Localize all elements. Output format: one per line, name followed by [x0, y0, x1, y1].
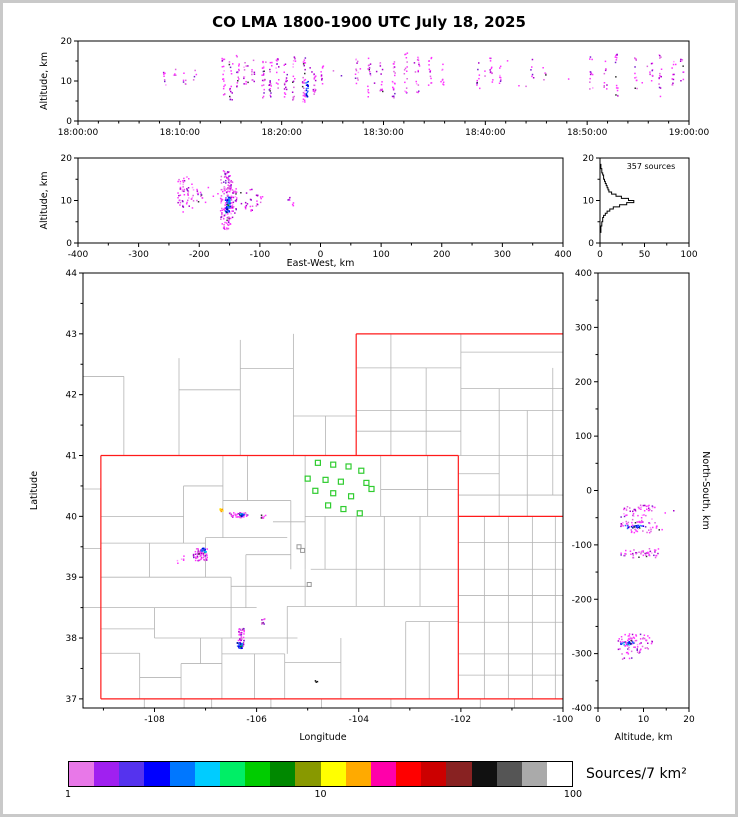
- colorbar-segment: [320, 762, 346, 786]
- colorbar-segment: [169, 762, 195, 786]
- svg-text:-400: -400: [572, 704, 593, 714]
- svg-text:18:30:00: 18:30:00: [363, 128, 404, 138]
- colorbar-segment: [546, 762, 573, 786]
- svg-text:400: 400: [554, 250, 571, 260]
- y-axis-label-map: Latitude: [29, 470, 40, 511]
- svg-text:20: 20: [61, 37, 73, 47]
- colorbar-segment: [396, 762, 422, 786]
- svg-text:100: 100: [373, 250, 390, 260]
- svg-text:0: 0: [66, 239, 72, 249]
- altitude-histogram-panel: 357 sources 0 50 100 0 10 20: [583, 154, 698, 260]
- x-axis-label-ew-panel: East-West, km: [286, 258, 355, 269]
- y-axis-label-ew-panel: Altitude, km: [39, 171, 50, 230]
- colorbar-segment: [245, 762, 271, 786]
- svg-text:357 sources: 357 sources: [627, 162, 676, 171]
- svg-text:0: 0: [597, 250, 603, 260]
- svg-text:50: 50: [639, 250, 651, 260]
- svg-text:10: 10: [638, 715, 650, 725]
- colorbar-segment: [144, 762, 170, 786]
- colorbar-segment: [370, 762, 397, 786]
- svg-text:43: 43: [66, 330, 77, 340]
- svg-text:39: 39: [66, 573, 78, 583]
- svg-text:400: 400: [575, 269, 592, 279]
- svg-text:19:00:00: 19:00:00: [669, 128, 710, 138]
- svg-text:-400: -400: [68, 250, 89, 260]
- y-axis-label-time-panel: Altitude, km: [39, 52, 50, 110]
- colorbar-segment: [446, 762, 472, 786]
- svg-text:-108: -108: [144, 715, 165, 725]
- svg-text:-104: -104: [349, 715, 370, 725]
- svg-text:18:10:00: 18:10:00: [160, 128, 201, 138]
- svg-text:-100: -100: [553, 715, 574, 725]
- svg-text:44: 44: [66, 269, 78, 279]
- svg-text:300: 300: [494, 250, 511, 260]
- colorbar-title: Sources/7 km²: [586, 766, 687, 782]
- svg-text:0: 0: [586, 487, 592, 497]
- svg-text:0: 0: [595, 715, 601, 725]
- svg-text:10: 10: [61, 77, 73, 87]
- colorbar-segment: [69, 762, 95, 786]
- colorbar-tick-label: 10: [314, 789, 327, 800]
- svg-text:-200: -200: [189, 250, 210, 260]
- map-panel: -108 -106 -104 -102 -100 37 38 39 40 41 42 43 44: [66, 269, 574, 725]
- svg-text:100: 100: [575, 432, 592, 442]
- svg-text:18:20:00: 18:20:00: [261, 128, 302, 138]
- svg-text:10: 10: [61, 197, 73, 207]
- svg-text:100: 100: [680, 250, 697, 260]
- svg-text:-200: -200: [572, 595, 593, 605]
- x-axis-label-ns-panel: Altitude, km: [614, 732, 673, 743]
- colorbar-segment: [119, 762, 145, 786]
- svg-text:38: 38: [66, 634, 78, 644]
- colorbar-tick-label: 100: [563, 789, 583, 800]
- colorbar-ticks: 1 10 100: [64, 789, 582, 803]
- svg-text:20: 20: [683, 715, 695, 725]
- colorbar-tick-label: 1: [64, 789, 72, 800]
- colorbar-segment: [521, 762, 547, 786]
- colorbar-segment: [94, 762, 120, 786]
- colorbar-segment: [194, 762, 220, 786]
- colorbar-segment: [219, 762, 246, 786]
- svg-text:10: 10: [583, 197, 595, 207]
- svg-text:20: 20: [583, 154, 595, 164]
- svg-text:0: 0: [66, 117, 72, 127]
- y-axis-label-ns-panel: North-South, km: [700, 451, 711, 530]
- colorbar-segment: [270, 762, 296, 786]
- east-west-height-panel: -400 -300 -200 -100 0 100 200 300 400 0 10 20: [61, 154, 572, 260]
- svg-text:300: 300: [575, 323, 592, 333]
- svg-text:-300: -300: [128, 250, 149, 260]
- svg-text:40: 40: [66, 512, 78, 522]
- svg-text:200: 200: [575, 378, 592, 388]
- svg-text:37: 37: [66, 695, 77, 705]
- svg-text:0: 0: [318, 250, 324, 260]
- svg-text:-300: -300: [572, 650, 593, 660]
- colorbar-segment: [345, 762, 371, 786]
- page-title: CO LMA 1800-1900 UTC July 18, 2025: [212, 13, 526, 31]
- svg-text:42: 42: [66, 391, 77, 401]
- colorbar-segment: [421, 762, 447, 786]
- colorbar: [68, 761, 573, 787]
- svg-text:200: 200: [433, 250, 450, 260]
- svg-text:18:40:00: 18:40:00: [465, 128, 506, 138]
- colorbar-segment: [295, 762, 321, 786]
- colorbar-segment: [496, 762, 522, 786]
- time-height-panel: 18:00:00 18:10:00 18:20:00 18:30:00 18:40:00…: [58, 37, 710, 138]
- svg-text:-106: -106: [246, 715, 267, 725]
- svg-text:0: 0: [588, 239, 594, 249]
- svg-text:-102: -102: [451, 715, 471, 725]
- svg-text:18:50:00: 18:50:00: [567, 128, 608, 138]
- svg-text:18:00:00: 18:00:00: [58, 128, 99, 138]
- svg-text:20: 20: [61, 154, 73, 164]
- svg-text:-100: -100: [250, 250, 271, 260]
- north-south-height-panel: 0 10 20 -400 -300 -200 -100 0 100 200 300 400: [572, 269, 695, 725]
- x-axis-label-map: Longitude: [299, 732, 347, 743]
- svg-text:-100: -100: [572, 541, 593, 551]
- svg-text:41: 41: [66, 452, 77, 462]
- colorbar-segment: [471, 762, 497, 786]
